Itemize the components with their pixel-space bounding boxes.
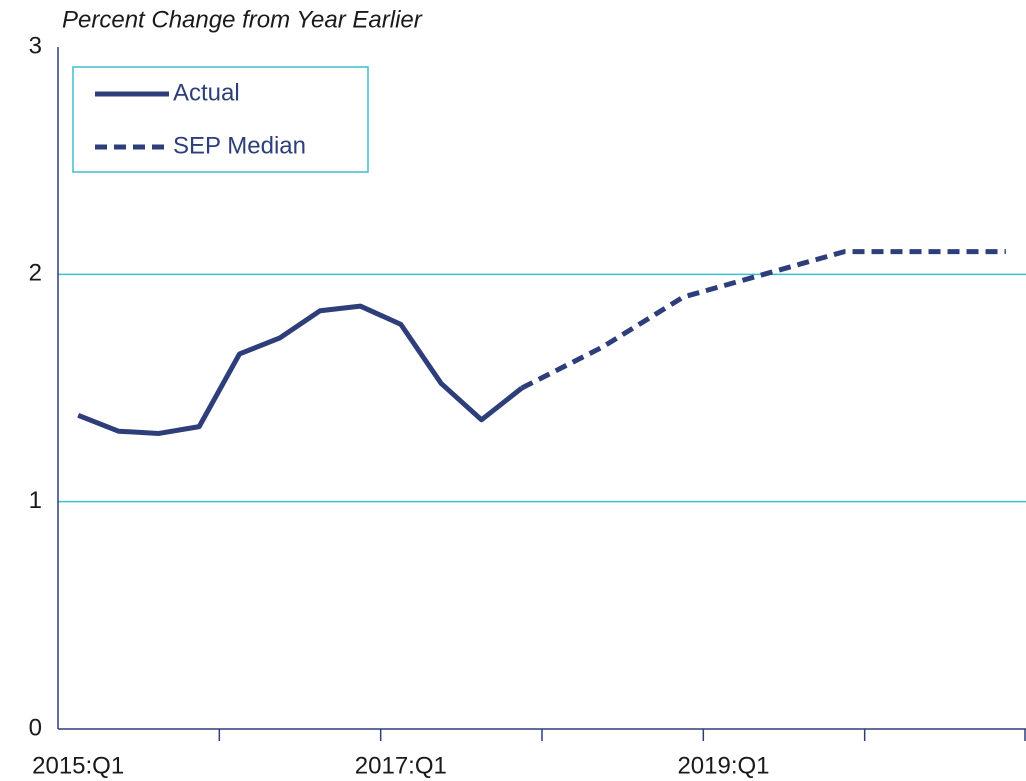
legend-label: Actual — [173, 79, 240, 106]
chart-title: Percent Change from Year Earlier — [62, 6, 423, 33]
y-tick-label: 1 — [29, 487, 42, 514]
x-tick-label: 2019:Q1 — [677, 752, 769, 779]
legend-box — [72, 66, 369, 173]
y-tick-label: 3 — [29, 32, 42, 59]
y-tick-label: 0 — [29, 714, 42, 741]
x-tick-label: 2015:Q1 — [32, 752, 124, 779]
x-tick-label: 2017:Q1 — [355, 752, 447, 779]
y-tick-label: 2 — [29, 260, 42, 287]
legend-label: SEP Median — [173, 132, 306, 159]
series-line — [520, 249, 1006, 391]
series-line — [77, 303, 524, 436]
